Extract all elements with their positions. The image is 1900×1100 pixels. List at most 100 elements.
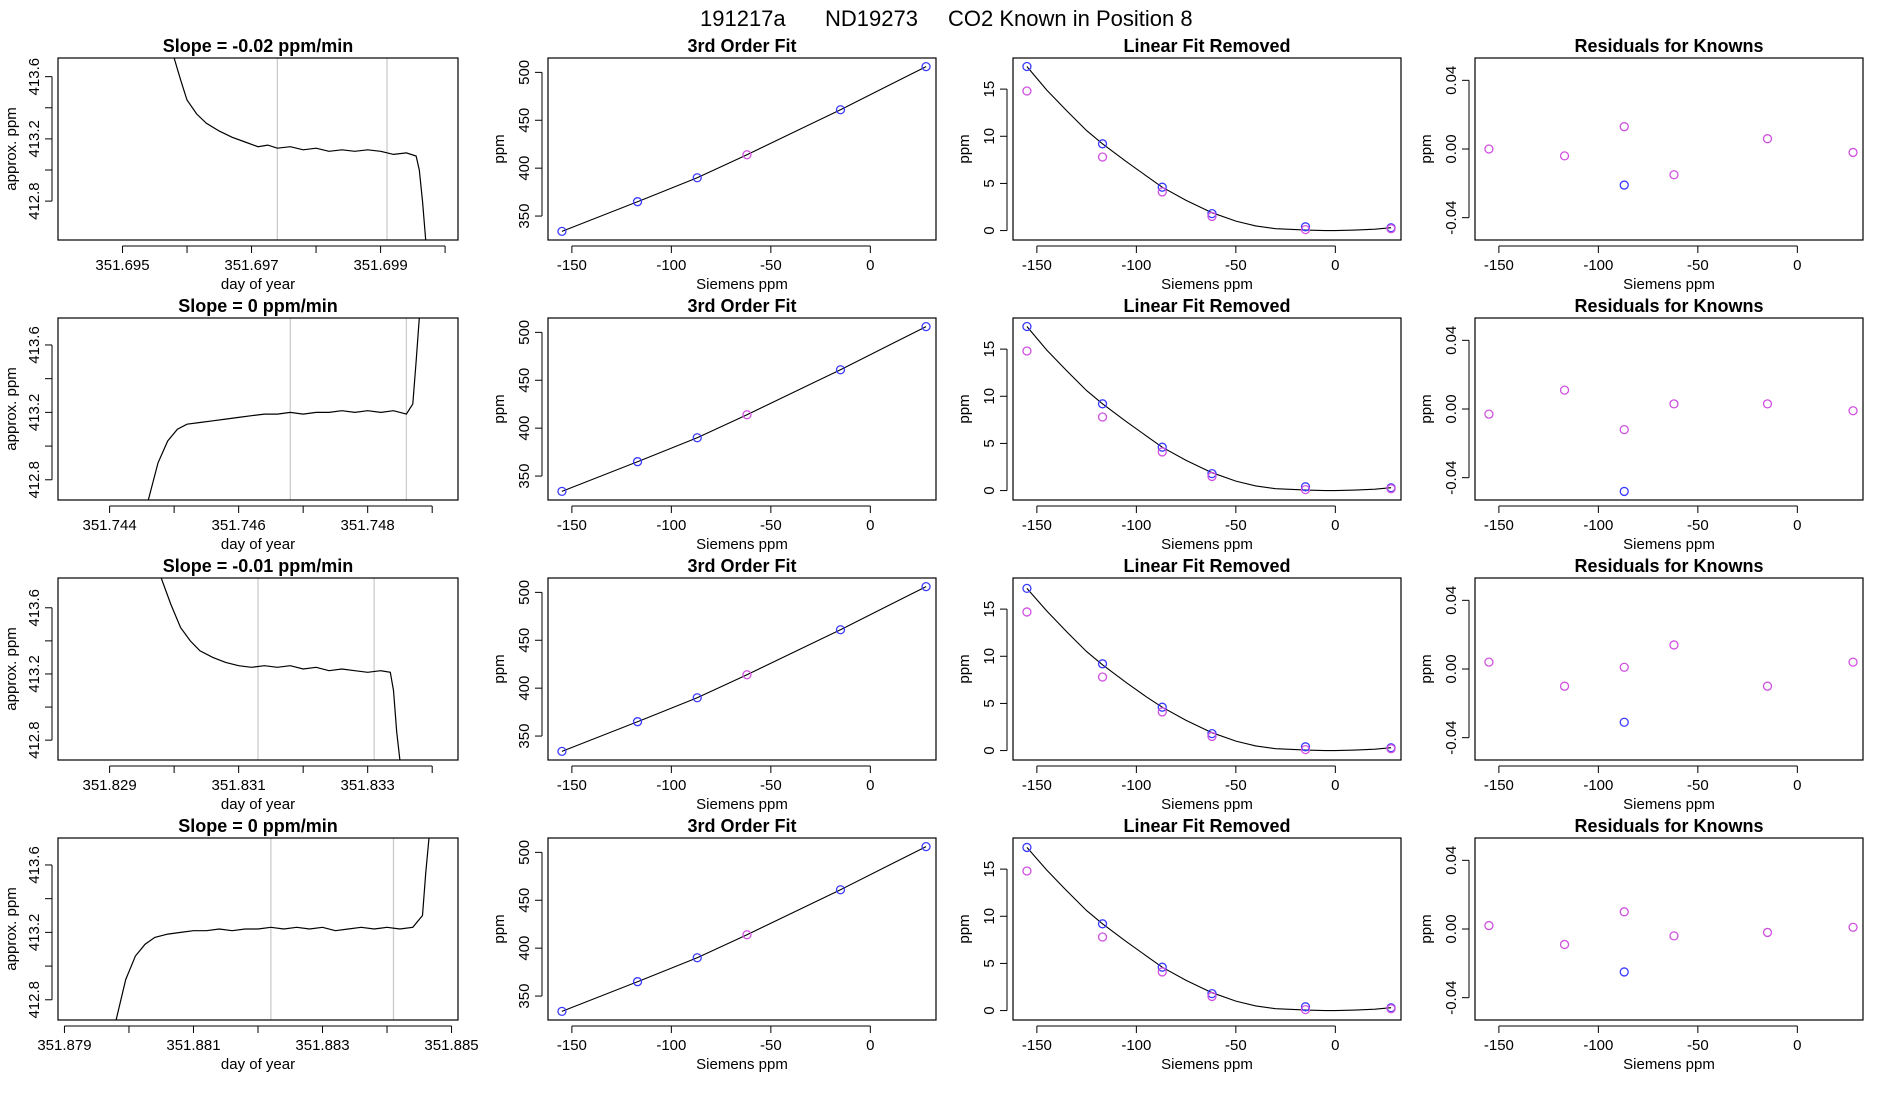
y-axis-label: ppm [1418,134,1435,163]
y-tick-label: 500 [516,320,533,345]
y-tick-label: 350 [516,984,533,1009]
y-tick-label: 0.00 [1443,914,1460,943]
data-point [1207,208,1217,219]
x-tick-label: -150 [1022,257,1052,274]
data-point [1022,86,1032,96]
x-tick-label: -100 [1583,1037,1613,1054]
y-tick-label: 450 [516,628,533,653]
data-point [1669,170,1679,180]
x-tick-label: -50 [1225,1037,1247,1054]
data-point [1484,409,1494,419]
y-tick-label: -0.04 [1443,461,1460,495]
y-tick-label: 413.6 [26,846,43,884]
data-point [1157,442,1167,452]
y-tick-label: 5 [981,959,998,967]
plot-frame [57,317,459,501]
data-point [632,457,643,467]
plot-frame [57,577,459,761]
x-tick-label: -100 [1583,777,1613,794]
y-axis-label: ppm [1418,394,1435,423]
y-tick-label: 10 [981,908,998,925]
panel-r3-lin: Linear Fit Removed -150 -100 -50 0 Siemens pp… [956,556,1402,813]
data-point [1386,224,1396,234]
data-point [1022,842,1032,853]
data-layer [1484,640,1858,727]
data-point [921,841,931,852]
data-point [1300,744,1311,755]
panel-title: Slope = 0 ppm/min [178,816,338,836]
data-layer [173,58,427,240]
panel-r1-res: Residuals for Knowns -150 -100 -50 0 Siemens … [1418,36,1864,293]
x-tick-label: -50 [760,777,782,794]
y-tick-label: 15 [981,81,998,98]
data-point [1762,927,1773,938]
plot-frame [1474,57,1864,241]
x-axis-label: day of year [221,1056,295,1073]
data-point [921,581,931,592]
x-tick-label: -50 [1687,257,1709,274]
data-point [835,105,846,115]
panel-title: Linear Fit Removed [1123,296,1290,316]
x-tick-label: 351.883 [295,1037,349,1054]
x-tick-label: 351.885 [424,1037,478,1054]
panel-r4-res: Residuals for Knowns -150 -100 -50 0 Siemens … [1418,816,1864,1073]
fit-curve-line [561,846,927,1012]
data-point [1848,657,1858,667]
panel-r4-trace: Slope = 0 ppm/min 351.879 351.881 351.883 35… [3,816,479,1073]
data-layer [1022,61,1396,235]
y-tick-label: 413.6 [26,326,43,364]
y-tick-label: 500 [516,60,533,85]
y-tick-label: 10 [981,388,998,405]
data-point [1300,742,1311,752]
data-point [1022,346,1032,356]
ppm-trace-line [147,318,420,500]
data-point [692,953,702,963]
x-axis-label: Siemens ppm [1623,276,1715,293]
y-tick-label: 15 [981,341,998,358]
data-point [1762,134,1773,144]
y-axis-label: ppm [956,134,973,163]
x-tick-label: -100 [656,517,686,534]
y-tick-label: 0 [981,746,998,754]
panel-title: Residuals for Knowns [1574,556,1763,576]
data-point [1619,424,1629,435]
x-tick-label: -150 [1484,777,1514,794]
x-tick-label: 0 [1793,1037,1801,1054]
x-tick-label: -100 [1121,1037,1151,1054]
x-axis-label: day of year [221,276,295,293]
data-point [557,746,567,757]
ppm-trace-line [160,578,401,760]
data-point [1022,866,1032,876]
plot-frame [1474,317,1864,501]
x-tick-label: 351.879 [37,1037,91,1054]
y-tick-label: 400 [516,676,533,701]
y-axis-label: approx. ppm [3,367,20,450]
data-point [1559,939,1570,950]
data-point [1022,583,1032,594]
x-axis-label: Siemens ppm [696,536,788,553]
data-point [1669,399,1679,409]
x-tick-label: -50 [1687,517,1709,534]
data-point [632,977,643,987]
data-point [1300,224,1311,235]
y-axis-label: ppm [491,394,508,423]
y-tick-label: 400 [516,936,533,961]
data-point [1207,471,1217,482]
data-point [1157,967,1167,977]
y-tick-label: -0.04 [1443,981,1460,1015]
panel-title: 3rd Order Fit [687,36,796,56]
y-tick-label: 450 [516,108,533,133]
y-axis-label: ppm [491,134,508,163]
x-axis-label: Siemens ppm [1623,536,1715,553]
data-layer [1484,385,1858,497]
data-point [1300,484,1311,495]
data-point [1097,932,1108,942]
y-axis-label: approx. ppm [3,627,20,710]
data-point [921,321,931,332]
data-point [921,61,931,72]
x-tick-label: -150 [557,517,587,534]
y-tick-label: 15 [981,601,998,618]
panel-title: Linear Fit Removed [1123,36,1290,56]
data-point [1619,662,1629,672]
y-tick-label: 0.00 [1443,654,1460,683]
